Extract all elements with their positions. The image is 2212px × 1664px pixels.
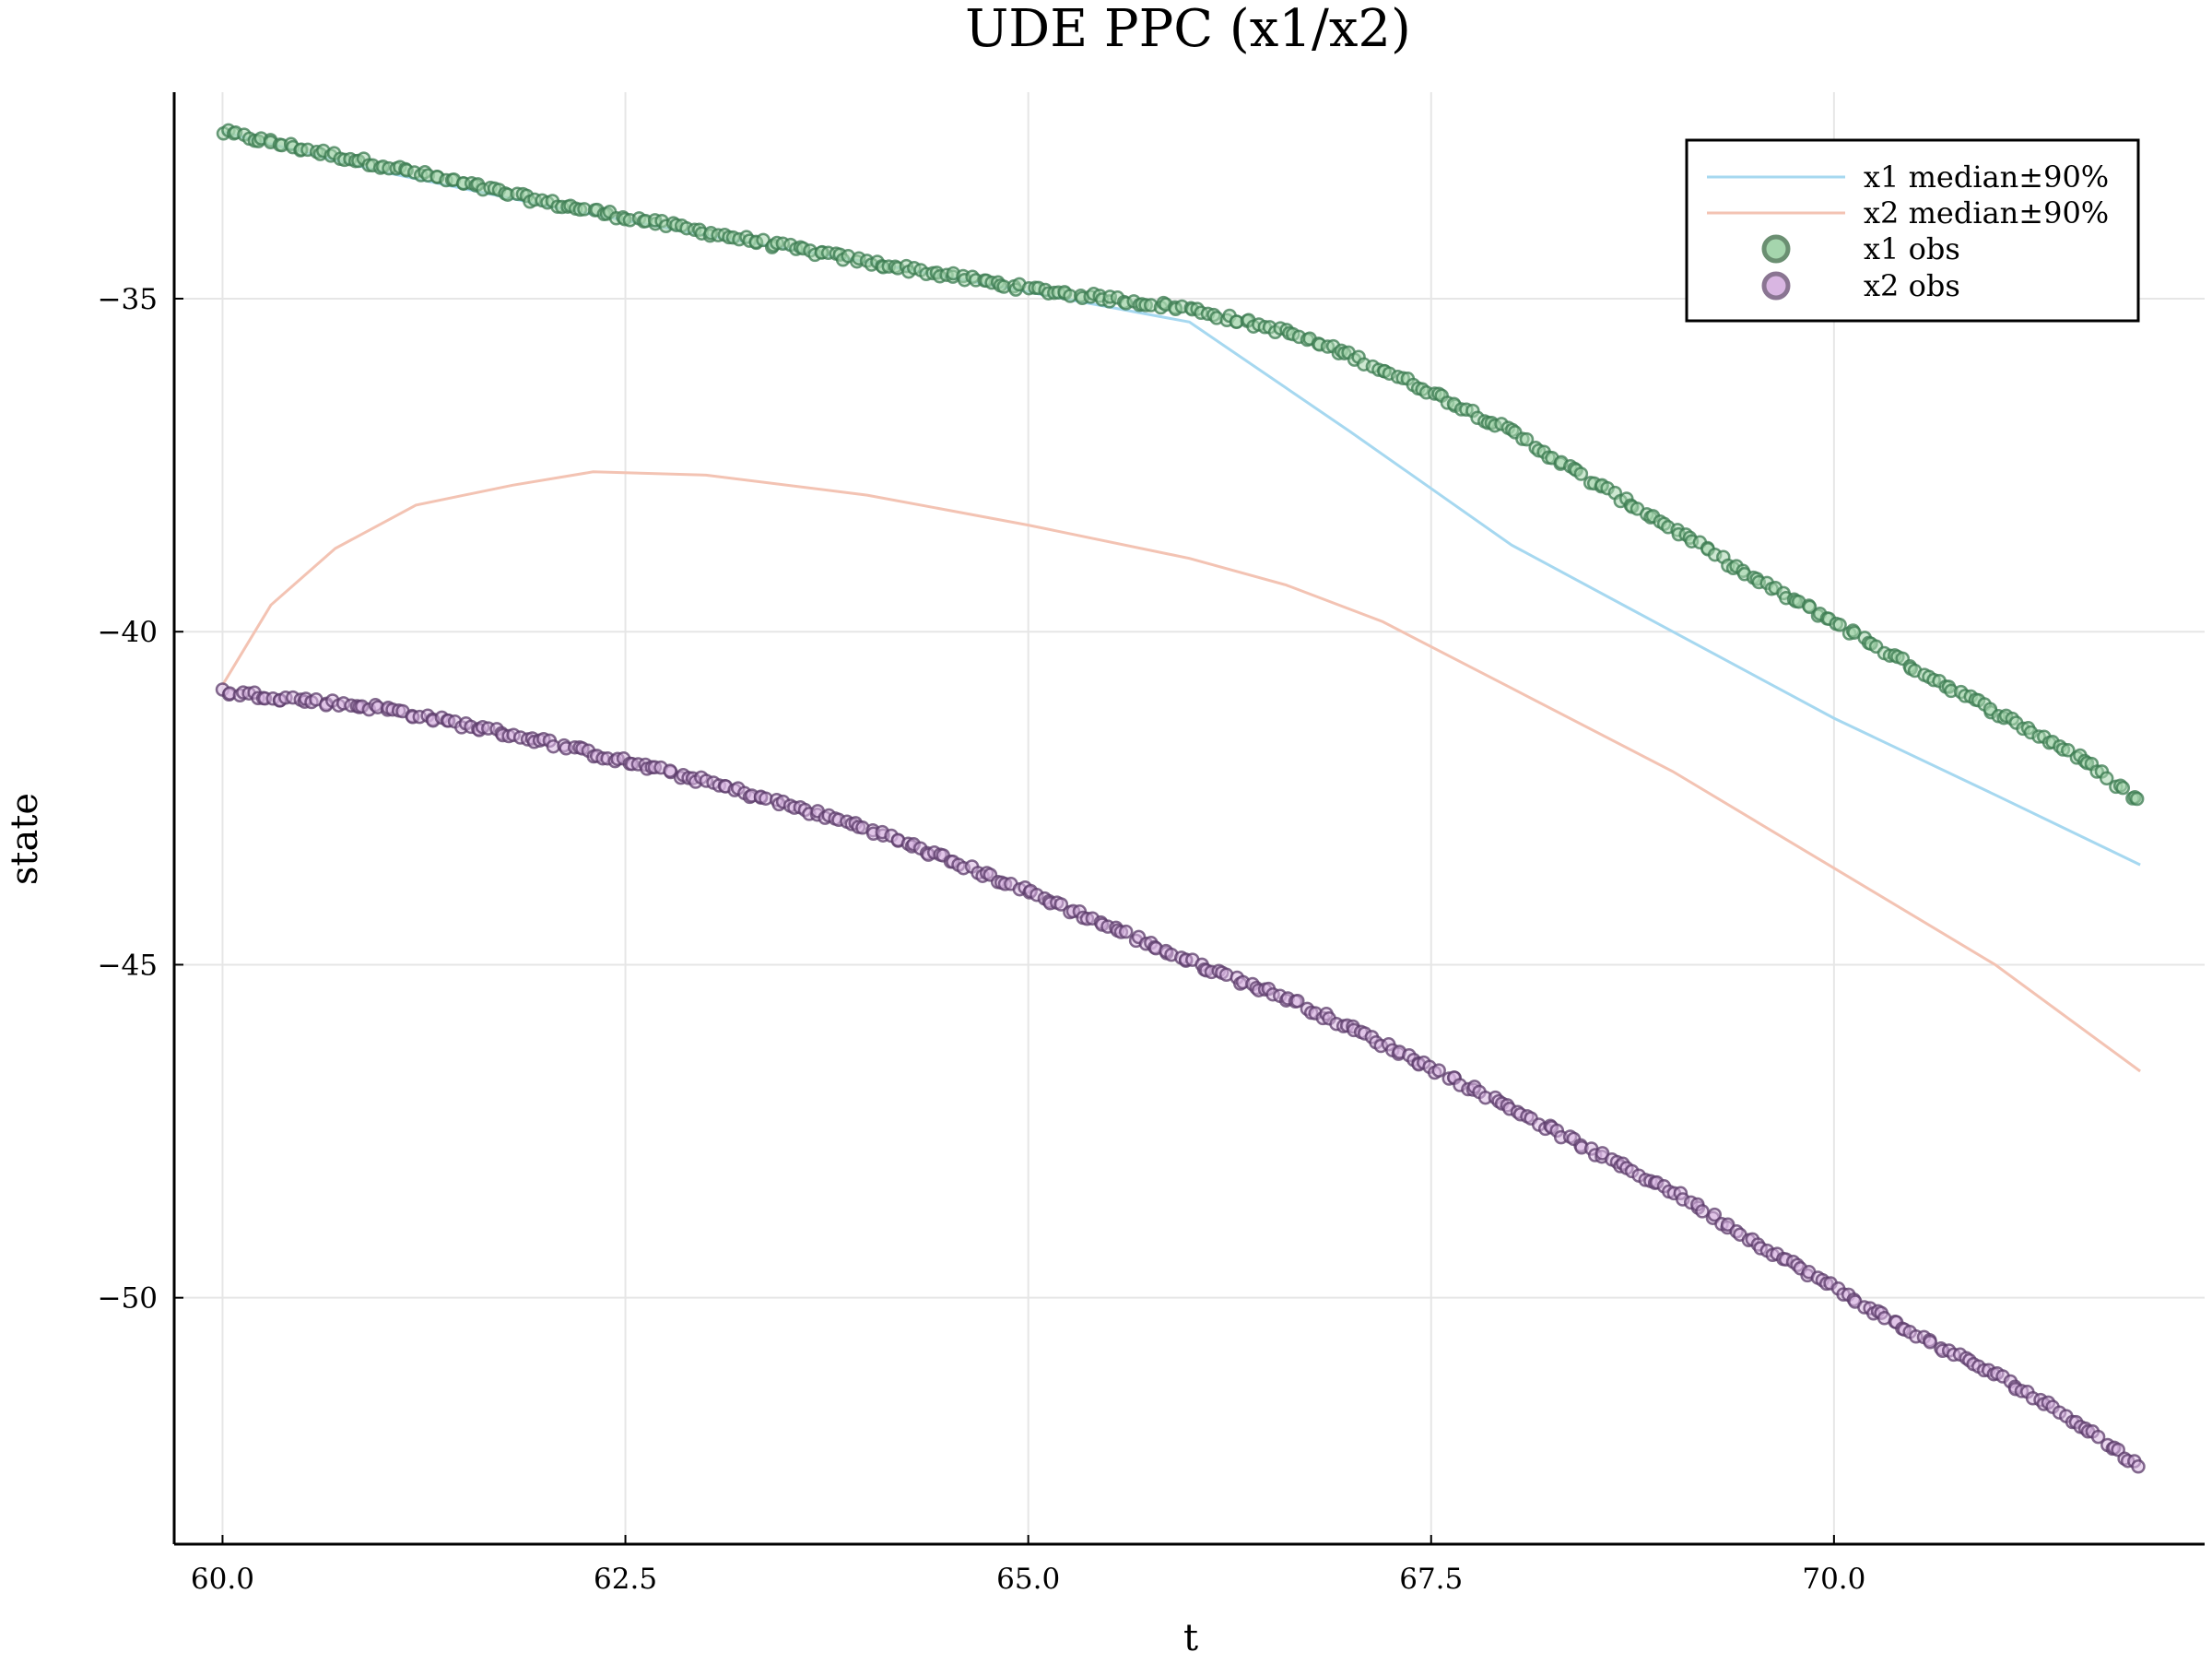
legend-label-x2-median: x2 median±90% — [1864, 195, 2109, 230]
data-point-x1 — [2115, 780, 2131, 796]
data-point-x2 — [1118, 924, 1134, 939]
x-tick-label: 67.5 — [1399, 1563, 1463, 1596]
scatter-layer — [215, 123, 2146, 1474]
data-point-x1 — [1519, 431, 1535, 447]
data-point-x2 — [1594, 1146, 1610, 1161]
y-tick-label: −40 — [98, 616, 158, 649]
data-point-x2 — [1290, 993, 1305, 1009]
legend-label-x2-obs: x2 obs — [1864, 268, 1960, 303]
data-point-x2 — [2131, 1459, 2146, 1474]
x-tick-label: 70.0 — [1802, 1563, 1865, 1596]
legend-label-x1-obs: x1 obs — [1864, 231, 1960, 266]
x-tick-label: 62.5 — [594, 1563, 657, 1596]
data-point-x1 — [1573, 466, 1589, 481]
legend-box — [1685, 138, 2140, 323]
chart-title: UDE PPC (x1/x2) — [965, 0, 1411, 59]
legend-marker-x2-obs — [1761, 271, 1791, 301]
legend-marker-x1-obs — [1761, 234, 1791, 264]
data-point-x2 — [1707, 1207, 1723, 1222]
data-point-x2 — [663, 763, 677, 778]
data-point-x1 — [1802, 599, 1818, 615]
x-tick-label: 65.0 — [996, 1563, 1060, 1596]
x-axis-title: t — [1183, 1617, 1198, 1659]
y-axis-title: state — [4, 793, 46, 885]
x-tick-label: 60.0 — [191, 1563, 254, 1596]
y-tick-label: −35 — [98, 283, 158, 316]
y-tick-label: −50 — [98, 1282, 158, 1316]
data-point-x1 — [2129, 791, 2145, 807]
data-point-x2 — [1053, 897, 1069, 912]
grid-layer — [174, 92, 2205, 1544]
axes-layer: 60.0 62.5 65.0 67.5 70.0 −35 −40 −45 −50 — [98, 92, 2205, 1596]
data-point-x2 — [1923, 1335, 1937, 1350]
legend: x1 median±90% x2 median±90% x1 obs x2 ob… — [1685, 138, 2140, 323]
y-tick-label: −45 — [98, 949, 158, 982]
data-point-x2 — [2090, 1429, 2106, 1445]
series-line-2 — [221, 470, 2141, 1073]
data-point-x1 — [1832, 618, 1847, 632]
data-point-x1 — [2061, 743, 2076, 758]
data-point-x1 — [2099, 771, 2114, 786]
legend-label-x1-median: x1 median±90% — [1864, 159, 2109, 195]
data-point-x2 — [1431, 1063, 1446, 1078]
